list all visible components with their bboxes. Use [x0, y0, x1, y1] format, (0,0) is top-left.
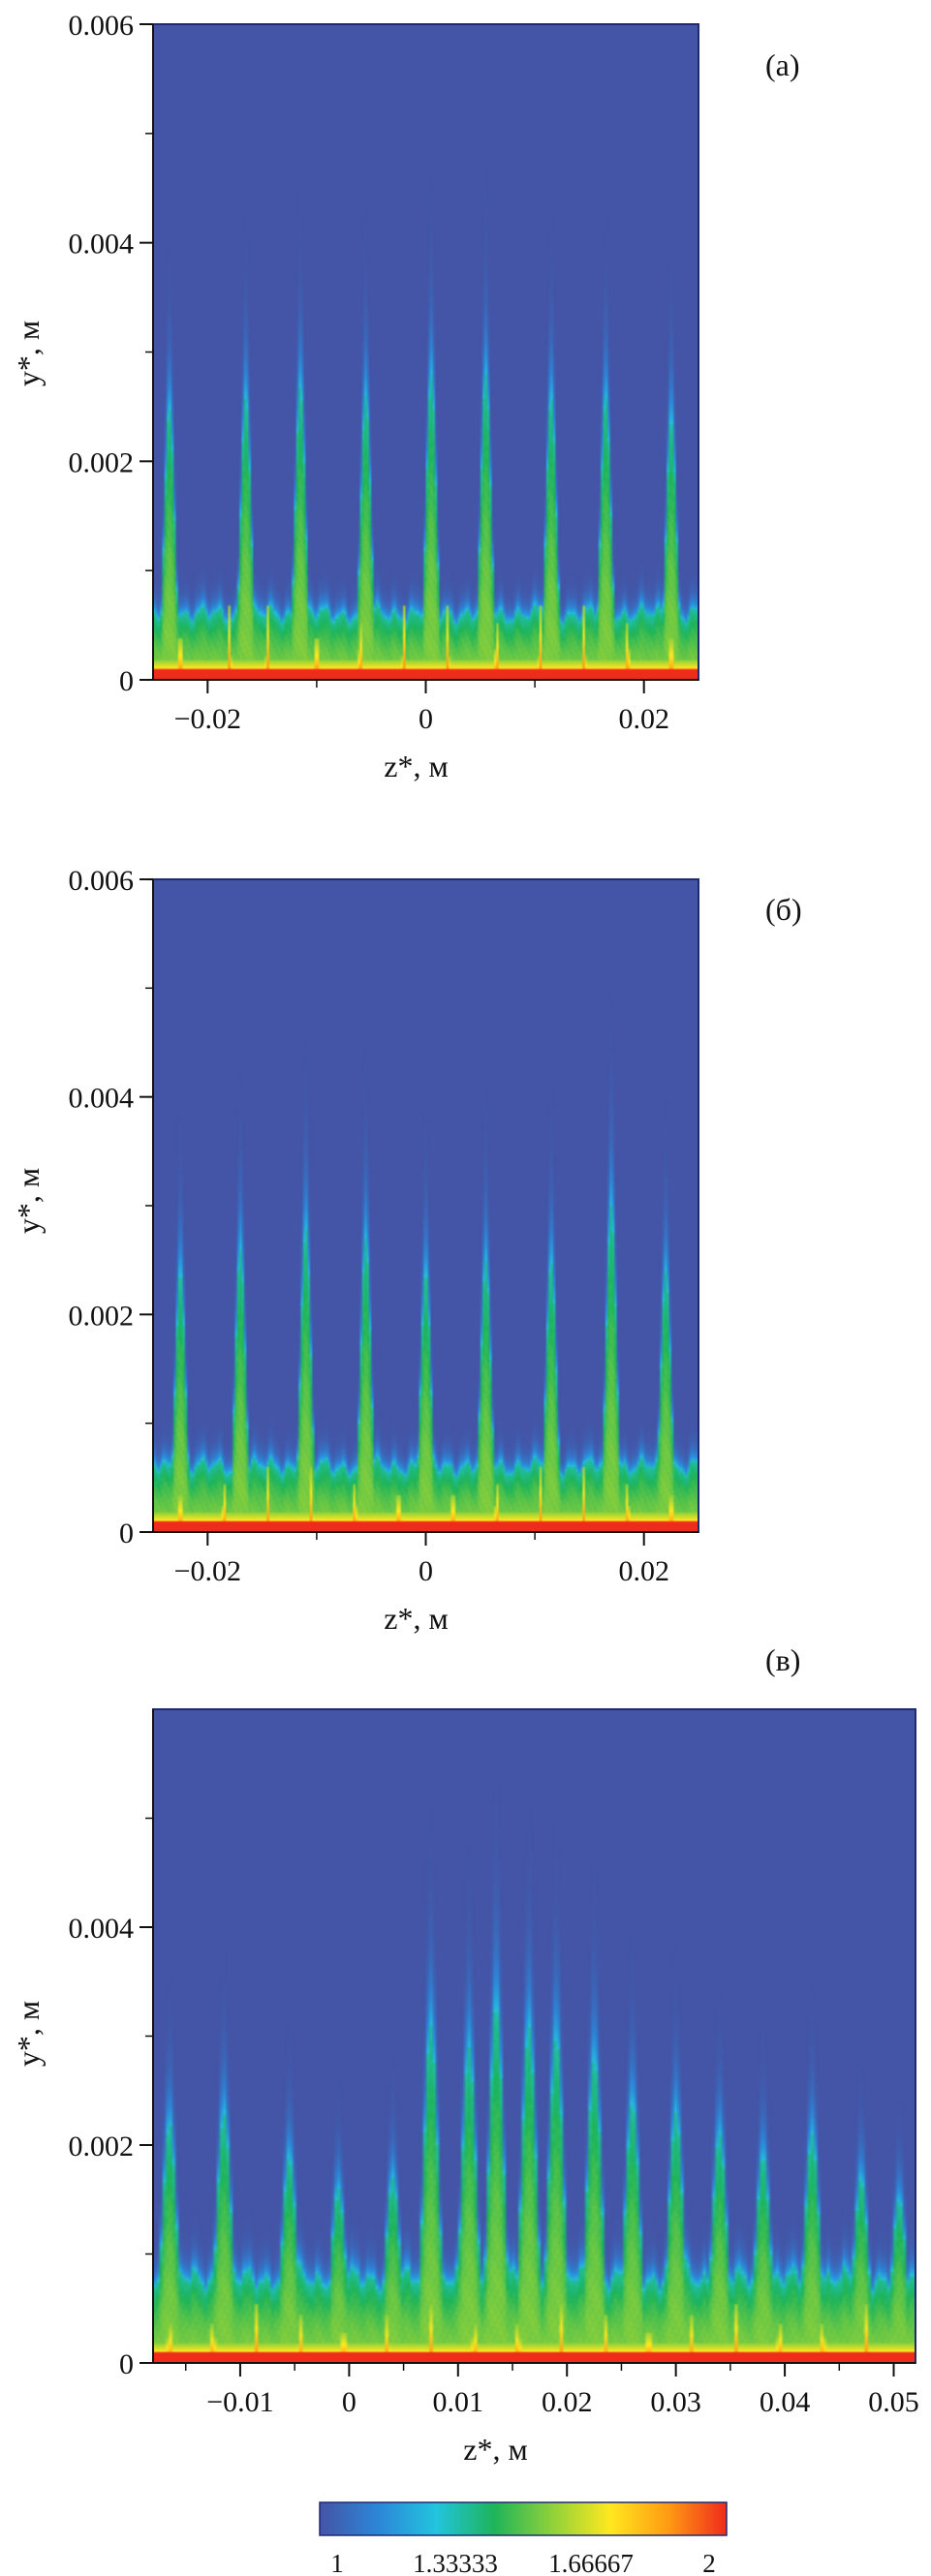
y-axis-label: y*, м — [11, 1168, 46, 1234]
x-tick-label: 0 — [342, 2386, 357, 2418]
panel-b-axes: −0.02 0 0.02 0 0.002 0.004 0.006 z*, м y*, м — [11, 865, 698, 1636]
y-tick-label: 0.006 — [69, 865, 135, 897]
x-tick-label: 0.02 — [618, 1555, 669, 1587]
colorbar-tick-label: 1.66667 — [548, 2549, 634, 2576]
y-tick-label: 0.002 — [69, 1300, 135, 1332]
y-tick-label: 0.002 — [69, 446, 135, 478]
x-tick-label: 0.04 — [760, 2386, 811, 2418]
y-axis-label: y*, м — [11, 321, 46, 386]
x-tick-label: 0.02 — [542, 2386, 593, 2418]
x-tick-label: 0.01 — [433, 2386, 484, 2418]
colorbar-tick-label: 2 — [702, 2549, 716, 2576]
y-tick-label: 0.004 — [69, 229, 135, 261]
colorbar-gradient — [319, 2501, 728, 2536]
panel-c-label: (в) — [765, 1642, 800, 1677]
y-tick-label: 0.006 — [69, 10, 135, 42]
colorbar-ticks: 1 1.33333 1.66667 2 — [330, 2549, 716, 2576]
panel-b-label: (б) — [765, 892, 802, 927]
x-tick-label: −0.02 — [174, 703, 241, 735]
x-tick-label: 0.02 — [618, 703, 669, 735]
x-tick-label: 0.03 — [650, 2386, 701, 2418]
colorbar-tick-label: 1.33333 — [413, 2549, 498, 2576]
y-tick-label: 0 — [119, 1518, 134, 1549]
x-axis-label: z*, м — [384, 749, 448, 783]
panel-a: −0.02 0 0.02 0 0.002 0.004 0.006 z*, м y*, м (а) — [11, 10, 800, 783]
panel-b: −0.02 0 0.02 0 0.002 0.004 0.006 z*, м y*, м (б) — [11, 865, 802, 1636]
y-tick-label: 0.004 — [69, 1083, 135, 1115]
panel-a-heatmap — [153, 24, 698, 680]
panel-a-axes: −0.02 0 0.02 0 0.002 0.004 0.006 z*, м y*, м — [11, 10, 698, 783]
y-tick-label: 0 — [119, 2348, 134, 2380]
x-tick-label: −0.01 — [206, 2386, 273, 2418]
panel-a-label: (а) — [765, 47, 800, 82]
colorbar-tick-label: 1 — [330, 2549, 344, 2576]
x-axis-label: z*, м — [384, 1601, 448, 1636]
x-tick-label: 0 — [419, 703, 433, 735]
x-tick-label: 0.05 — [868, 2386, 919, 2418]
y-tick-label: 0.004 — [69, 1913, 135, 1945]
y-tick-label: 0.002 — [69, 2131, 135, 2162]
colorbar: 1 1.33333 1.66667 2 — [319, 2501, 728, 2576]
y-tick-label: 0 — [119, 665, 134, 697]
x-axis-label: z*, м — [463, 2432, 527, 2467]
panel-c-axes: −0.01 0 0.01 0.02 0.03 0.04 0.05 0 0.002 0.004 z*,… — [11, 1709, 919, 2467]
y-axis-label: y*, м — [11, 2001, 46, 2067]
panel-b-heatmap — [153, 879, 698, 1532]
x-tick-label: 0 — [419, 1555, 433, 1587]
x-tick-label: −0.02 — [174, 1555, 241, 1587]
panel-c-heatmap — [153, 1709, 915, 2363]
panel-c: −0.01 0 0.01 0.02 0.03 0.04 0.05 0 0.002 0.004 z*,… — [11, 1642, 919, 2467]
